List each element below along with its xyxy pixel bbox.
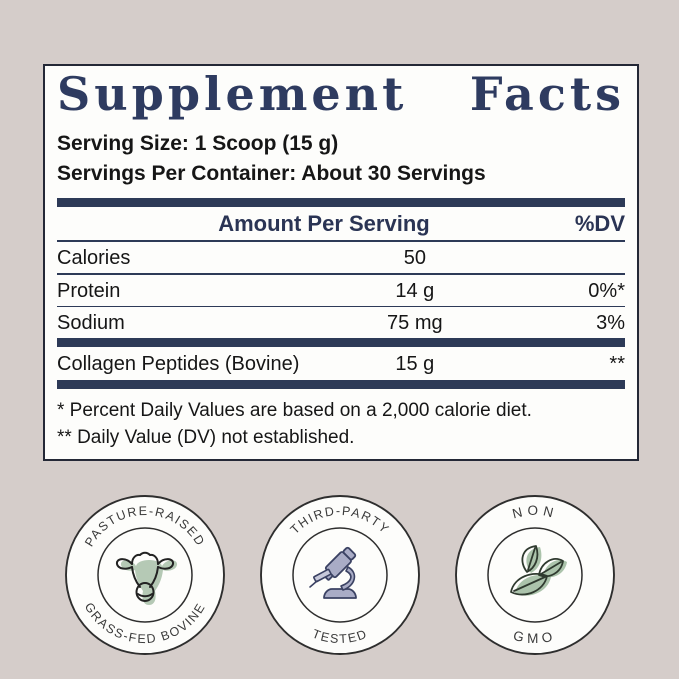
table-header-row: Amount Per Serving %DV xyxy=(57,207,625,240)
badge-grass-fed-bovine: PASTURE-RAISED GRASS-FED BOVINE xyxy=(63,493,227,657)
table-row-calories: Calories 50 xyxy=(57,242,625,273)
badge-non-gmo: NON GMO xyxy=(453,493,617,657)
badge-bottom-label: GMO xyxy=(512,628,554,646)
row-name: Sodium xyxy=(57,312,125,335)
svg-text:GMO: GMO xyxy=(512,628,558,646)
badge-bottom-label: TESTED xyxy=(310,627,368,647)
thick-rule-top xyxy=(57,198,625,208)
row-amount: 15 g xyxy=(395,353,435,376)
badge-circle-seal: PASTURE-RAISED GRASS-FED BOVINE xyxy=(65,495,225,655)
row-separator xyxy=(57,273,625,275)
cow-icon xyxy=(115,551,178,605)
header-separator xyxy=(57,240,625,243)
amount-column-header: Amount Per Serving xyxy=(218,211,430,237)
servings-per-container: Servings Per Container: About 30 Serving… xyxy=(57,162,486,186)
badge-third-party-tested: THIRD-PARTY TESTED xyxy=(258,493,422,657)
microscope-icon xyxy=(309,546,357,599)
row-amount: 75 mg xyxy=(387,312,443,335)
panel-title: Supplement Facts xyxy=(57,67,625,121)
badge-circle-seal: NON GMO xyxy=(455,495,615,655)
row-amount: 14 g xyxy=(395,279,435,302)
badge-circle-seal: THIRD-PARTY TESTED xyxy=(260,495,420,655)
thick-rule-bottom xyxy=(57,380,625,390)
table-row-collagen-peptides: Collagen Peptides (Bovine) 15 g ** xyxy=(57,347,625,380)
leaves-icon xyxy=(510,545,567,596)
row-amount: 50 xyxy=(403,247,426,270)
table-row-sodium: Sodium 75 mg 3% xyxy=(57,307,625,338)
thick-rule-middle xyxy=(57,338,625,348)
row-dv: 3% xyxy=(596,312,625,335)
table-row-protein: Protein 14 g 0%* xyxy=(57,275,625,306)
row-dv: ** xyxy=(609,353,625,376)
row-separator xyxy=(57,305,625,308)
footnote-dv-not-established: ** Daily Value (DV) not established. xyxy=(57,427,355,449)
serving-size: Serving Size: 1 Scoop (15 g) xyxy=(57,132,339,156)
footnote-daily-values: * Percent Daily Values are based on a 2,… xyxy=(57,400,532,422)
row-name: Protein xyxy=(57,279,121,302)
svg-text:TESTED: TESTED xyxy=(310,627,369,647)
supplement-facts-panel: Supplement Facts Serving Size: 1 Scoop (… xyxy=(43,64,639,461)
row-name: Calories xyxy=(57,247,131,270)
dv-column-header: %DV xyxy=(574,211,625,237)
row-name: Collagen Peptides (Bovine) xyxy=(57,353,300,376)
row-dv: 0%* xyxy=(588,279,625,302)
